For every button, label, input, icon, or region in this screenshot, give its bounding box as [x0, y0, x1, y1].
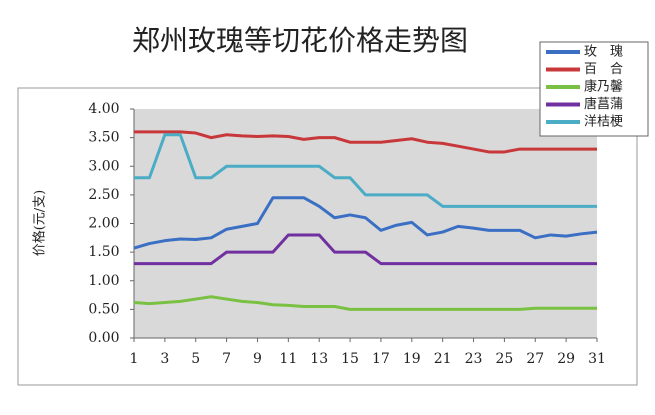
x-tick-label: 3: [160, 351, 169, 367]
series-line: [133, 295, 597, 311]
y-tick-label: 0.00: [88, 330, 119, 346]
y-axis-label: 价格(元/支): [32, 190, 48, 257]
x-tick-label: 9: [253, 351, 262, 367]
x-tick-label: 25: [495, 351, 513, 367]
series-line: [134, 130, 597, 154]
x-tick-label: 31: [588, 351, 606, 367]
x-tick-label: 5: [191, 351, 200, 367]
x-tick-label: 23: [465, 351, 483, 367]
series-line: [134, 133, 597, 208]
x-tick-label: 1: [130, 351, 139, 367]
x-tick-label: 19: [403, 351, 421, 367]
chart-title: 郑州玫瑰等切花价格走势图: [132, 24, 468, 57]
y-tick-label: 3.50: [88, 130, 119, 146]
series-line: [134, 233, 597, 266]
legend-label: 洋桔梗: [584, 115, 623, 130]
y-tick-label: 4.00: [88, 101, 119, 117]
y-tick-label: 1.50: [88, 244, 119, 260]
y-tick-label: 0.50: [88, 301, 119, 317]
x-tick-label: 15: [341, 351, 359, 367]
y-tick-label: 3.00: [88, 158, 119, 174]
series-line: [133, 196, 598, 250]
x-tick-label: 29: [557, 351, 575, 367]
plot-area: [134, 109, 597, 338]
x-tick-label: 27: [526, 351, 544, 367]
x-tick-label: 11: [279, 351, 297, 367]
legend-label: 玫 瑰: [584, 44, 623, 60]
y-tick-label: 2.50: [88, 187, 119, 203]
x-tick-label: 17: [372, 351, 390, 367]
legend-label: 唐菖蒲: [584, 96, 623, 112]
x-tick-label: 7: [222, 351, 231, 367]
legend-label: 百 合: [584, 62, 623, 77]
legend-label: 康乃馨: [584, 79, 623, 95]
x-tick-label: 21: [434, 351, 452, 367]
y-tick-label: 1.00: [88, 273, 119, 289]
y-tick-label: 2.00: [88, 216, 119, 232]
x-tick-label: 13: [310, 351, 328, 367]
